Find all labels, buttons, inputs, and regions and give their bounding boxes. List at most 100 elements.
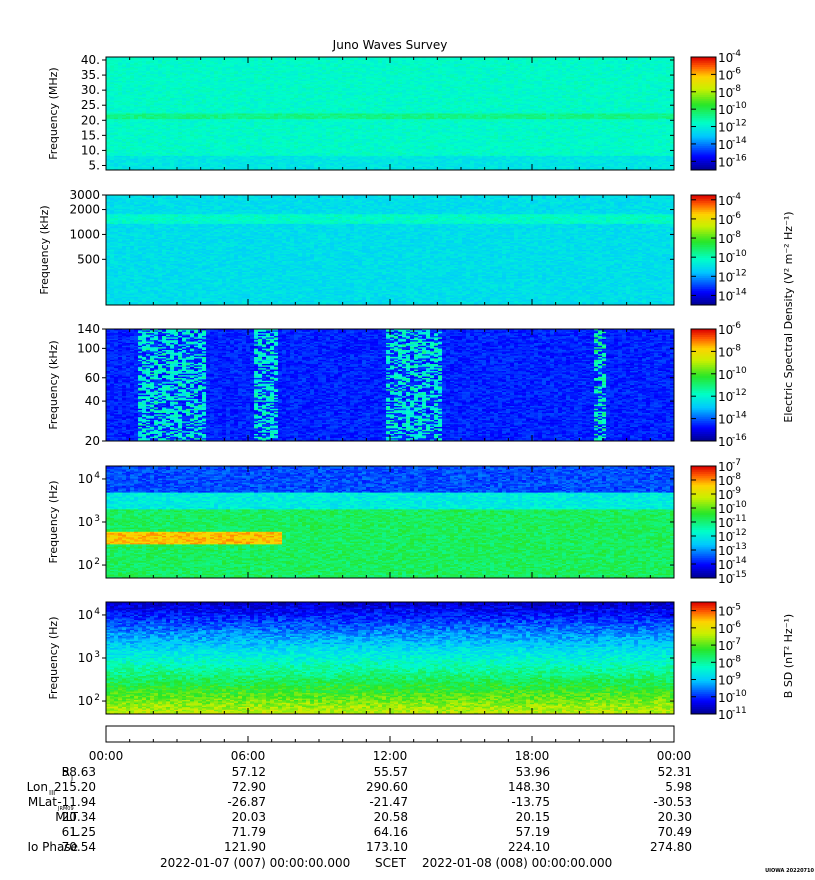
y-tick-label: 30. (81, 83, 100, 97)
y-tick-exponent: 2 (94, 557, 100, 567)
y-tick-label: 10 (78, 515, 93, 529)
y-tick-label: 10 (78, 608, 93, 622)
y-tick-label: 100 (77, 341, 100, 355)
colorbar-tick-label: 10 (718, 516, 733, 530)
colorbar-tick-exponent: -13 (732, 542, 747, 552)
colorbar-tick-label: 10 (718, 323, 733, 337)
colorbar-tick-label: 10 (718, 639, 733, 653)
y-tick-label: 500 (77, 252, 100, 266)
colorbar-tick-exponent: -10 (732, 249, 747, 259)
spectrogram-image (106, 195, 675, 306)
colorbar-tick-exponent: -5 (732, 603, 741, 613)
ephemeris-value: 57.19 (516, 825, 550, 839)
colorbar-tick-label: 10 (718, 251, 733, 265)
colorbar: 10-710-810-910-1010-1110-1210-1310-1410-… (691, 458, 747, 586)
ephemeris-value: 52.31 (658, 765, 692, 779)
ephemeris-value: 71.79 (232, 825, 266, 839)
y-tick-label: 10 (78, 651, 93, 665)
y-tick-label: 5. (89, 158, 100, 172)
colorbar-tick-exponent: -14 (732, 287, 747, 297)
colorbar-tick-exponent: -14 (732, 136, 747, 146)
y-tick-label: 25. (81, 98, 100, 112)
colorbar-tick-label: 10 (718, 413, 733, 427)
colorbar-tick-exponent: -4 (732, 49, 741, 59)
colorbar-tick-exponent: -6 (732, 321, 741, 331)
ephemeris-value: -11.94 (57, 795, 96, 809)
colorbar-tick-label: 10 (718, 530, 733, 544)
ephemeris-value: 64.16 (374, 825, 408, 839)
colorbar-tick-label: 10 (718, 121, 733, 135)
y-axis-label: Frequency (Hz) (47, 617, 60, 700)
spectrogram-panels: 5.10.15.20.25.30.35.40.Frequency (MHz)10… (38, 49, 747, 722)
ephemeris-value: 290.60 (366, 780, 408, 794)
colorbar-tick-label: 10 (718, 86, 733, 100)
colorbar-tick-label: 10 (718, 572, 733, 586)
ephemeris-value: 53.96 (516, 765, 550, 779)
ephemeris-value: -13.75 (511, 795, 550, 809)
colorbar-tick-label: 10 (718, 708, 733, 722)
colorbar-tick-exponent: -10 (732, 366, 747, 376)
colorbar-tick-exponent: -7 (732, 458, 741, 468)
colorbar-tick-label: 10 (718, 460, 733, 474)
colorbar-tick-exponent: -11 (732, 514, 747, 524)
ephemeris-value: 58.63 (62, 765, 96, 779)
ephemeris-value: 61.25 (62, 825, 96, 839)
y-axis-label: Frequency (MHz) (47, 67, 60, 159)
colorbar-tick-exponent: -12 (732, 528, 747, 538)
ephemeris-value: 5.98 (665, 780, 692, 794)
y-tick-label: 10 (78, 694, 93, 708)
colorbar-tick-label: 10 (718, 691, 733, 705)
spectrogram-image (106, 57, 675, 171)
y-tick-label: 60 (85, 371, 100, 385)
y-tick-label: 1000 (69, 227, 100, 241)
colorbar-tick-label: 10 (718, 390, 733, 404)
y-tick-label: 20. (81, 113, 100, 127)
figure-title: Juno Waves Survey (332, 38, 448, 52)
colorbar-tick-label: 10 (718, 194, 733, 208)
ephemeris-value: -30.53 (653, 795, 692, 809)
ephemeris-value: -21.47 (369, 795, 408, 809)
y-tick-label: 40 (85, 394, 100, 408)
colorbar-tick-label: 10 (718, 544, 733, 558)
ephemeris-value: 20.03 (232, 810, 266, 824)
magnetic-colorbar-label: B SD (nT² Hz⁻¹) (782, 614, 795, 698)
colorbar-tick-exponent: -4 (732, 192, 741, 202)
colorbar-tick-exponent: -8 (732, 472, 741, 482)
colorbar-tick-exponent: -16 (732, 433, 747, 443)
colorbar-tick-exponent: -12 (732, 388, 747, 398)
colorbar-tick-exponent: -8 (732, 654, 741, 664)
y-tick-label: 3000 (69, 188, 100, 202)
spectrogram-image (106, 329, 675, 442)
ephemeris-label: Lon (27, 780, 48, 794)
colorbar-tick-label: 10 (718, 103, 733, 117)
panel-hfr-high: 5.10.15.20.25.30.35.40.Frequency (MHz)10… (47, 49, 747, 172)
time-axis: 00:00 06:00 12:00 18:00 00:00 (89, 726, 692, 763)
y-tick-exponent: 3 (94, 514, 100, 524)
colorbar-tick-exponent: -10 (732, 689, 747, 699)
colorbar-tick-label: 10 (718, 622, 733, 636)
time-tick-label: 12:00 (373, 749, 408, 763)
colorbar-tick-exponent: -6 (732, 620, 741, 630)
ephemeris-value: 70.49 (658, 825, 692, 839)
colorbar-tick-exponent: -8 (732, 343, 741, 353)
time-tick-label: 18:00 (515, 749, 550, 763)
colorbar-tick-exponent: -10 (732, 101, 747, 111)
ephemeris-value: -26.87 (227, 795, 266, 809)
y-axis-label: Frequency (kHz) (38, 205, 51, 294)
ephemeris-value: 215.20 (54, 780, 96, 794)
time-tick-label: 06:00 (231, 749, 266, 763)
colorbar-tick-exponent: -11 (732, 706, 747, 716)
y-tick-label: 20 (85, 434, 100, 448)
colorbar-tick-label: 10 (718, 474, 733, 488)
ephemeris-value: 72.90 (232, 780, 266, 794)
ephemeris-value: 224.10 (508, 840, 550, 854)
ephemeris-value: 57.12 (232, 765, 266, 779)
